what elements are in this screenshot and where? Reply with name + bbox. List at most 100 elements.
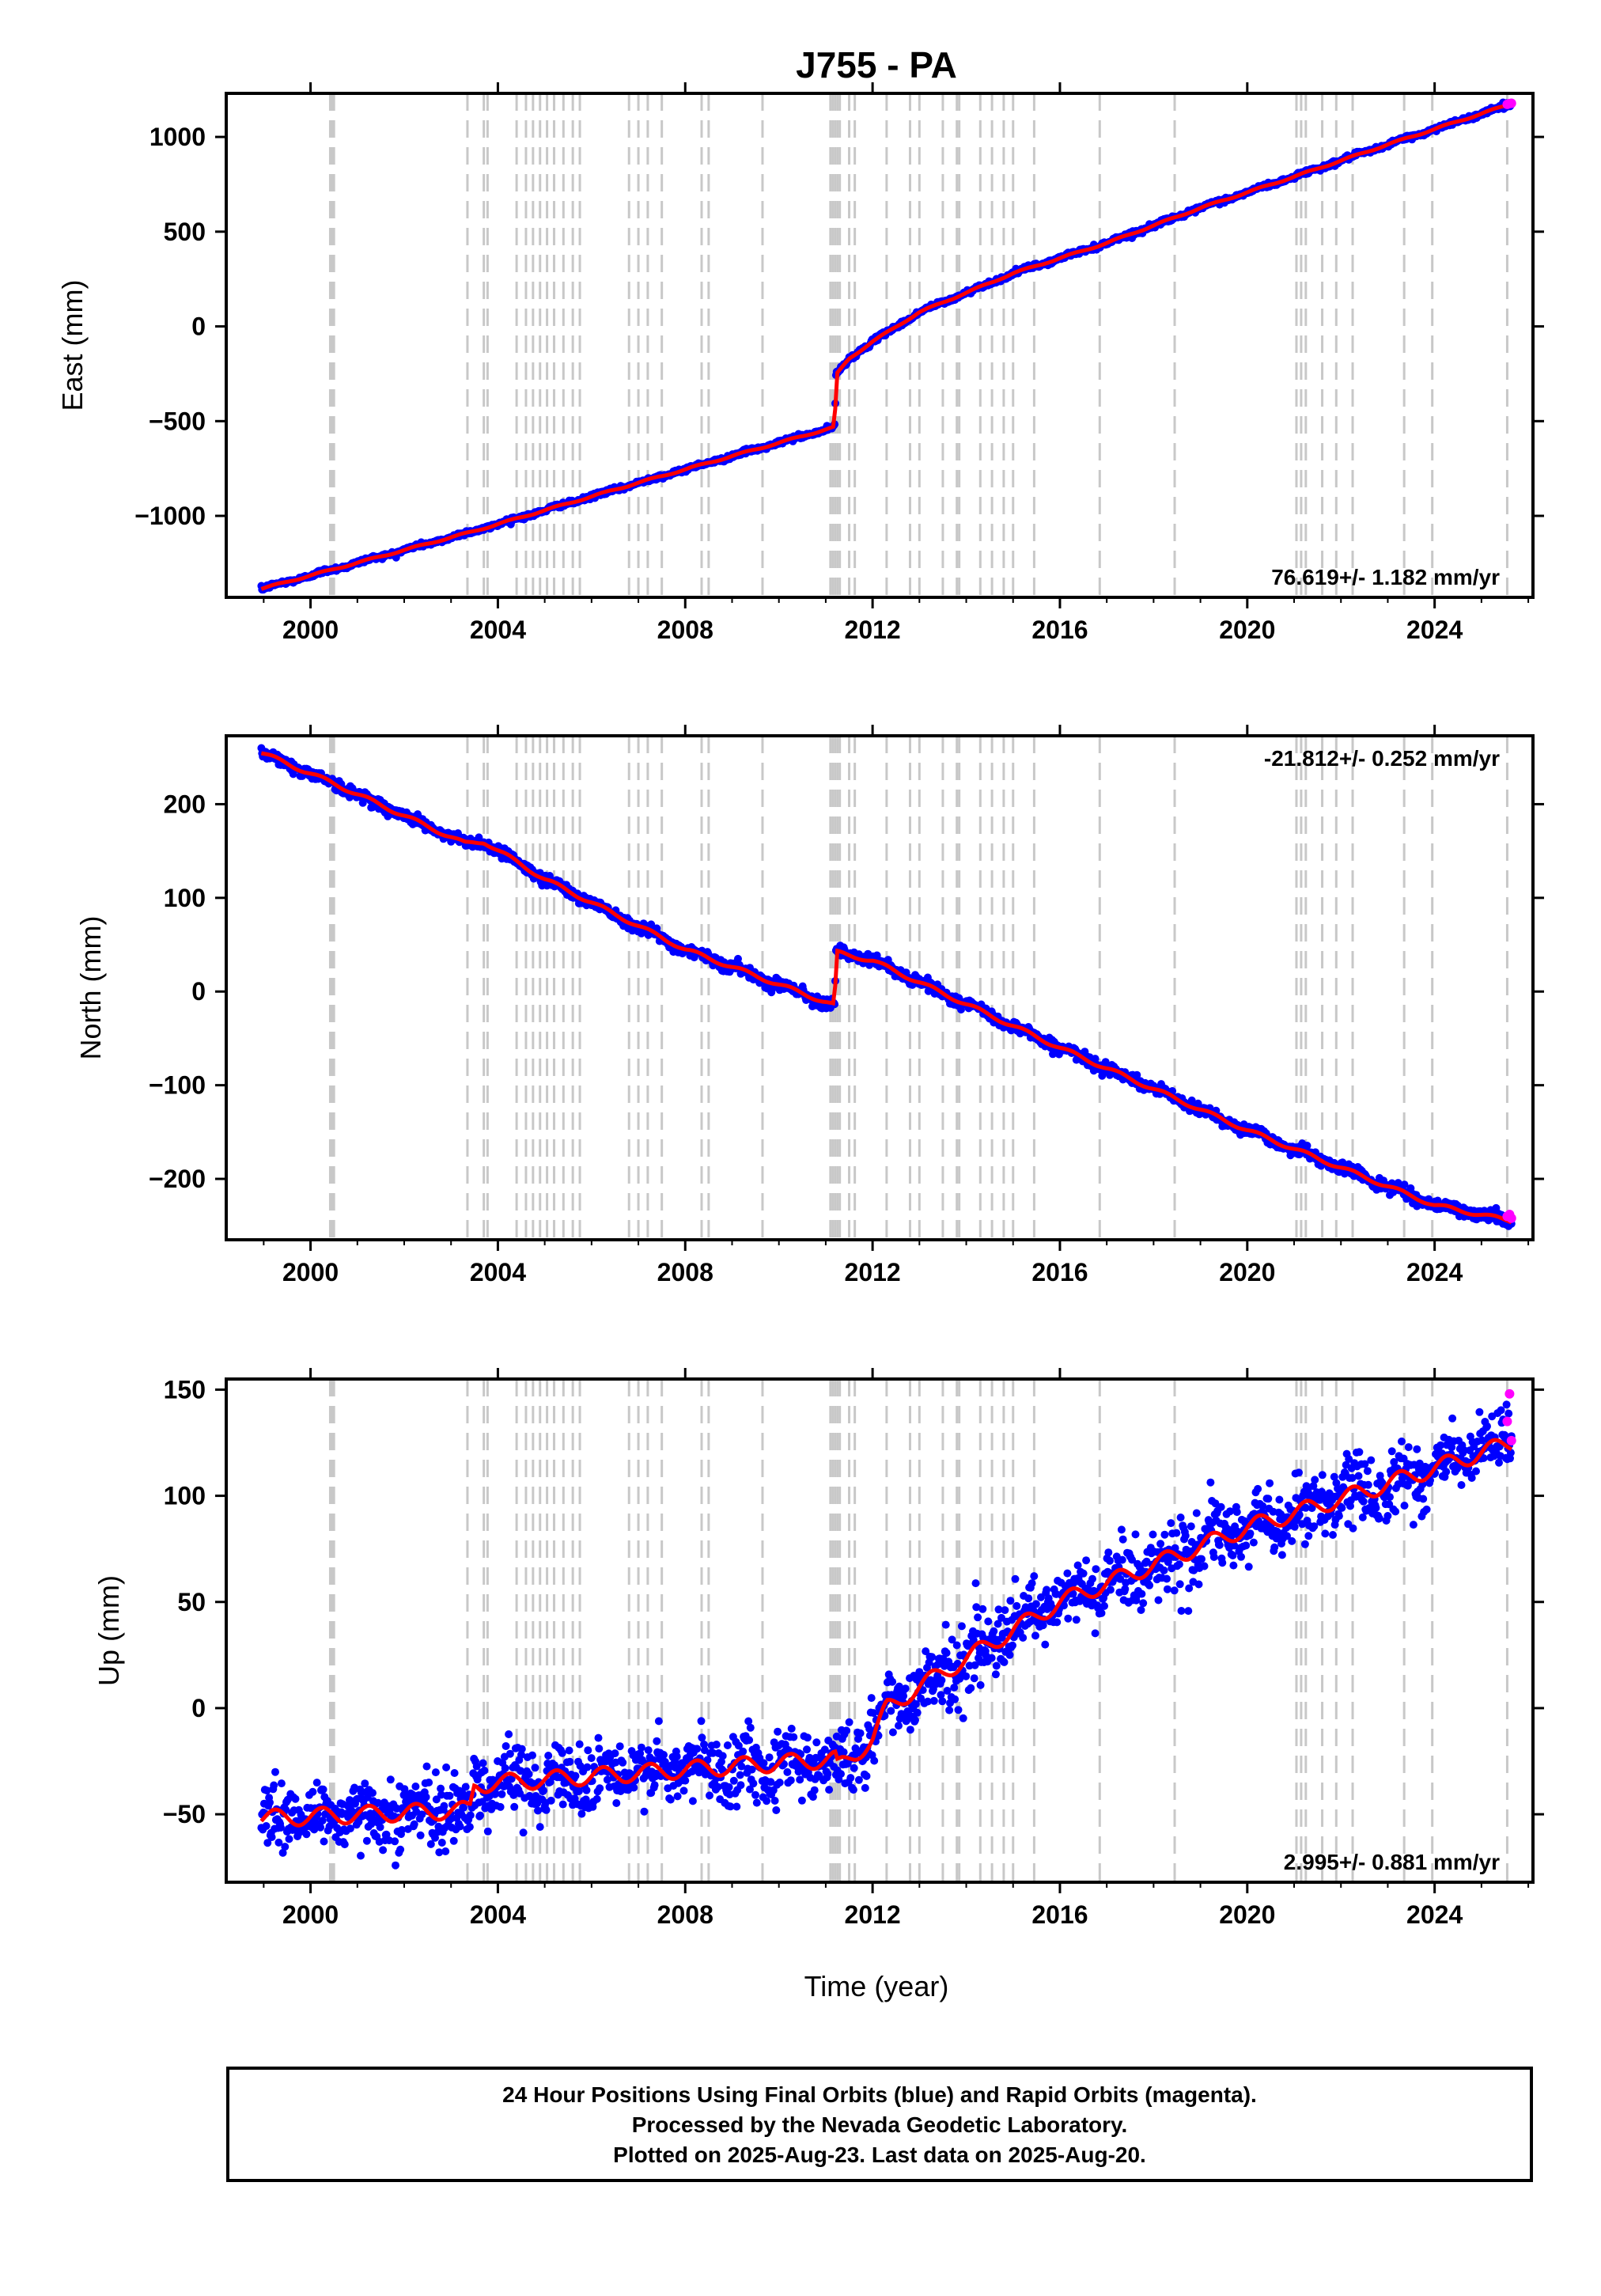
data-point [592,1794,601,1803]
data-point [976,1680,985,1689]
x-tick-label: 2008 [657,616,713,644]
data-point [789,1733,798,1741]
data-point [673,1792,682,1801]
data-point [718,1752,727,1760]
data-point [984,1617,993,1626]
data-point [340,1840,349,1849]
data-point [376,1823,384,1832]
data-point [679,1786,688,1795]
data-point [361,1779,369,1788]
data-point [901,1684,910,1693]
data-point [971,1661,979,1669]
data-point [783,1767,792,1776]
data-point [856,1729,865,1737]
data-point [285,1835,293,1843]
data-point [929,1696,938,1705]
data-point [422,1793,430,1802]
x-tick-label: 2016 [1031,1258,1088,1286]
x-tick-label: 2012 [845,1258,901,1286]
data-point [688,1797,697,1805]
data-point [734,954,742,963]
data-point [969,1635,978,1644]
data-point [291,1794,300,1803]
data-point [277,1824,285,1832]
velocity-annotation: -21.812+/- 0.252 mm/yr [1264,746,1500,771]
data-point [759,1759,768,1767]
data-point [991,1670,1000,1679]
data-point [654,1717,663,1726]
data-point [1400,1180,1409,1189]
rapid-orbit-point [1506,98,1516,108]
data-point [787,1724,796,1733]
data-point [959,1714,967,1722]
x-tick-label: 2016 [1031,616,1088,644]
data-point [302,1830,311,1839]
data-point [475,833,483,842]
data-point [437,1784,445,1793]
data-point [1009,1641,1016,1650]
panel-east: 2000 2004 2008 2012 2016 2020 2024−1000−500050… [56,82,1544,644]
data-point [460,1803,467,1812]
data-point [584,1746,592,1755]
data-point [362,1836,371,1845]
data-point [437,1839,446,1847]
data-point [594,1733,603,1742]
data-point [539,1786,548,1795]
data-point [271,1767,279,1776]
data-point [612,1799,621,1807]
data-point [450,1769,459,1777]
data-point [396,1845,405,1854]
data-point [842,1726,851,1735]
x-tick-label: 2004 [470,1258,526,1286]
data-point [994,1620,1002,1628]
data-point [267,1833,276,1841]
y-axis-label: North (mm) [74,916,107,1060]
data-point [943,1687,952,1695]
data-point [803,1733,812,1742]
data-point [619,1758,627,1767]
data-point [449,1836,458,1845]
data-point [746,1723,755,1732]
data-point [957,1622,966,1631]
data-point [1011,1574,1020,1583]
data-point [466,1811,475,1820]
data-point [461,1783,470,1791]
data-point [895,1722,903,1730]
data-point [531,1764,539,1772]
data-point [660,1751,668,1759]
data-point [712,1741,721,1749]
data-point [775,1779,784,1786]
data-point [725,1783,733,1791]
data-point [411,1783,420,1790]
model-fit-line [260,102,1512,591]
data-point [465,1823,474,1832]
data-point [542,1805,551,1814]
data-point [974,1613,982,1622]
data-point [434,1822,443,1831]
y-tick-label: 0 [191,977,206,1006]
model-fit-line [260,751,1512,1225]
data-point [480,1766,489,1775]
data-point [972,1603,981,1612]
data-point [888,1677,897,1686]
data-point [1019,1634,1028,1642]
data-point [440,1802,449,1810]
panel-up: 2000 2004 2008 2012 2016 2020 2024−50050100150… [93,1368,1544,1929]
panel-north: 2000 2004 2008 2012 2016 2020 2024−200−1000100… [74,725,1544,1286]
data-point [321,1810,330,1818]
data-point [479,1759,487,1767]
data-point [278,1848,287,1857]
data-point [713,1783,722,1791]
data-point [630,1783,638,1792]
data-point [426,1839,435,1848]
data-point [786,1776,795,1785]
data-point [319,1785,327,1794]
data-point [906,1726,914,1734]
data-point [472,1762,481,1771]
data-point [971,1579,980,1588]
data-point [706,1791,713,1800]
plot-frame [225,734,1535,1241]
data-point [509,1790,518,1799]
data-point [501,1742,510,1750]
